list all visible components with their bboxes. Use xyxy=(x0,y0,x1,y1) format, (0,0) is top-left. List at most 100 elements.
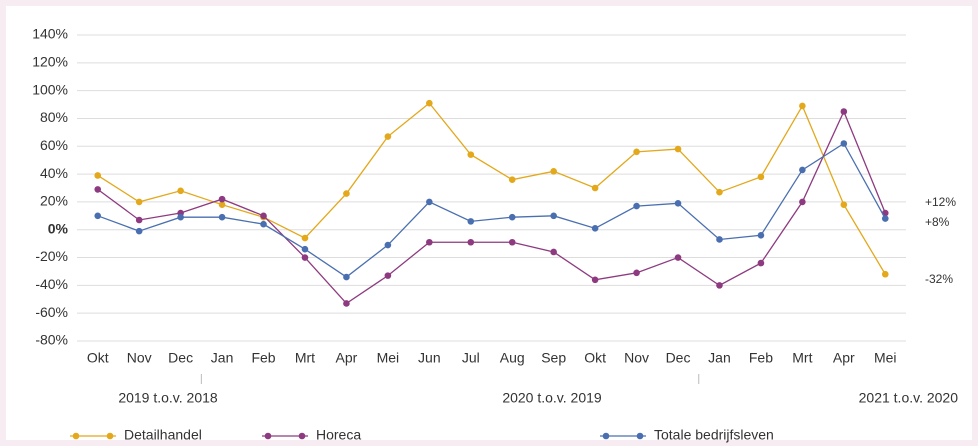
x-tick-label: Nov xyxy=(624,350,649,366)
data-point xyxy=(218,201,226,208)
x-tick-label: Mrt xyxy=(792,350,812,366)
x-tick-label: Jan xyxy=(708,350,731,366)
x-tick-label: Mei xyxy=(377,350,400,366)
data-point xyxy=(799,102,806,110)
x-tick-label: Mrt xyxy=(295,350,315,366)
series-line xyxy=(97,102,886,275)
data-point xyxy=(467,151,475,158)
data-point xyxy=(674,145,682,153)
data-point xyxy=(881,215,889,222)
data-point xyxy=(508,176,516,183)
data-point xyxy=(301,245,309,253)
data-point xyxy=(426,238,433,246)
data-point xyxy=(799,166,806,174)
group-label: 2021 t.o.v. 2020 xyxy=(859,390,959,406)
data-point xyxy=(301,254,309,261)
data-point xyxy=(260,220,267,228)
legend-marker xyxy=(72,432,80,440)
data-point xyxy=(94,186,102,193)
x-tick-label: Feb xyxy=(251,350,275,366)
data-point xyxy=(716,188,723,196)
y-tick-label: 40% xyxy=(40,165,68,181)
data-point xyxy=(799,198,806,206)
data-point xyxy=(301,234,309,242)
data-point xyxy=(716,236,723,243)
data-point xyxy=(426,99,433,107)
data-point xyxy=(757,231,765,239)
y-tick-label: 120% xyxy=(32,54,68,70)
data-point xyxy=(591,225,599,232)
data-point xyxy=(633,269,640,277)
x-tick-label: Apr xyxy=(833,350,855,366)
data-point xyxy=(467,218,475,225)
panel xyxy=(6,6,972,440)
y-tick-label: 80% xyxy=(40,109,68,125)
legend-marker xyxy=(636,432,644,440)
legend-label: Totale bedrijfsleven xyxy=(654,427,774,443)
data-point xyxy=(467,238,475,246)
data-point xyxy=(343,190,350,197)
data-point xyxy=(260,212,267,220)
data-point xyxy=(177,187,184,195)
legend-marker xyxy=(264,432,272,440)
data-point xyxy=(633,202,640,210)
x-tick-label: Jan xyxy=(211,350,234,366)
data-point xyxy=(218,213,226,221)
x-tick-label: Apr xyxy=(336,350,358,366)
legend-marker xyxy=(602,432,610,440)
legend-marker xyxy=(106,432,114,440)
annotation: +8% xyxy=(925,215,950,229)
x-tick-label: Okt xyxy=(584,350,606,366)
annotation: +12% xyxy=(925,195,956,209)
data-point xyxy=(218,195,226,203)
group-label: 2020 t.o.v. 2019 xyxy=(502,390,602,406)
y-tick-label: 20% xyxy=(40,193,68,209)
data-point xyxy=(757,173,765,181)
data-point xyxy=(840,201,848,208)
data-point xyxy=(508,213,516,221)
data-point xyxy=(94,212,102,220)
data-point xyxy=(384,241,392,249)
legend-label: Detailhandel xyxy=(124,427,202,443)
data-point xyxy=(716,282,723,289)
data-point xyxy=(674,200,682,207)
data-point xyxy=(135,198,143,206)
x-tick-label: Dec xyxy=(168,350,193,366)
x-tick-label: Aug xyxy=(500,350,525,366)
data-point xyxy=(591,184,599,192)
data-point xyxy=(177,213,184,221)
y-tick-label: 0% xyxy=(48,220,69,236)
data-point xyxy=(384,133,392,140)
y-tick-label: 60% xyxy=(40,137,68,153)
legend-label: Horeca xyxy=(316,427,361,443)
data-point xyxy=(384,272,392,279)
data-point xyxy=(840,108,848,115)
y-tick-label: -40% xyxy=(35,276,68,292)
data-point xyxy=(550,212,557,220)
x-tick-label: Jun xyxy=(418,350,441,366)
data-point xyxy=(840,140,848,147)
data-point xyxy=(135,227,143,235)
annotation: -32% xyxy=(925,272,953,286)
x-tick-label: Nov xyxy=(127,350,152,366)
x-tick-label: Okt xyxy=(87,350,109,366)
data-point xyxy=(674,254,682,261)
data-point xyxy=(550,248,557,256)
series-line xyxy=(97,142,886,278)
data-point xyxy=(881,270,889,278)
x-tick-label: Mei xyxy=(874,350,897,366)
x-tick-label: Sep xyxy=(541,350,566,366)
x-tick-label: Dec xyxy=(666,350,691,366)
y-tick-label: -60% xyxy=(35,304,68,320)
group-label: 2019 t.o.v. 2018 xyxy=(118,390,218,406)
data-point xyxy=(343,300,350,307)
data-point xyxy=(550,168,557,175)
data-point xyxy=(633,148,640,156)
y-tick-label: -20% xyxy=(35,248,68,264)
y-tick-label: -80% xyxy=(35,332,68,348)
series-line xyxy=(97,109,886,305)
data-point xyxy=(508,238,516,246)
y-tick-label: 140% xyxy=(32,26,68,42)
y-tick-label: 100% xyxy=(32,81,68,97)
